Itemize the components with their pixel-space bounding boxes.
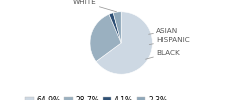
Wedge shape <box>96 12 152 74</box>
Text: HISPANIC: HISPANIC <box>149 37 190 45</box>
Text: ASIAN: ASIAN <box>149 28 178 34</box>
Wedge shape <box>113 12 121 43</box>
Text: BLACK: BLACK <box>145 50 180 59</box>
Wedge shape <box>109 13 121 43</box>
Legend: 64.9%, 28.7%, 4.1%, 2.3%: 64.9%, 28.7%, 4.1%, 2.3% <box>22 93 170 100</box>
Text: WHITE: WHITE <box>73 0 117 12</box>
Wedge shape <box>90 14 121 61</box>
